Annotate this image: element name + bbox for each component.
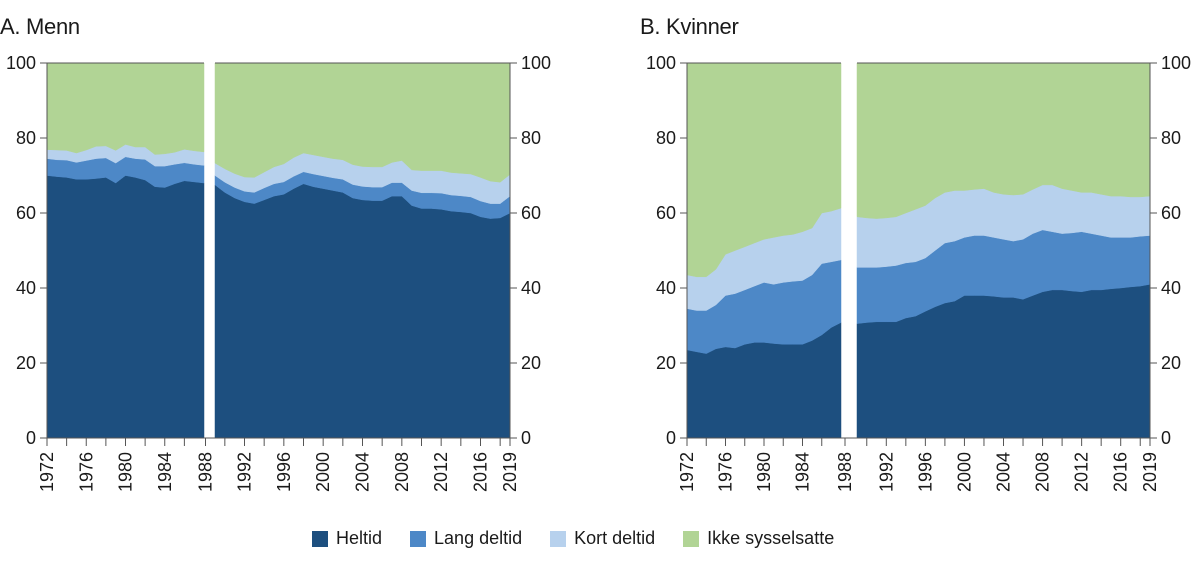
y-tick-label-left: 20 xyxy=(656,353,676,373)
x-tick-label: 2004 xyxy=(353,452,373,492)
y-tick-label-left: 0 xyxy=(666,428,676,448)
y-tick-label-left: 20 xyxy=(16,353,36,373)
y-tick-label-right: 60 xyxy=(1161,203,1181,223)
panel-b: 0 0 20 20 40 40 60 60 80 80 100 100 1972 1976 1980 1984… xyxy=(646,53,1191,492)
x-tick-label: 1988 xyxy=(196,452,216,492)
y-tick-label-right: 20 xyxy=(1161,353,1181,373)
x-tick-label: 2000 xyxy=(954,452,974,492)
x-tick-label: 1980 xyxy=(116,452,136,492)
legend-item-heltid: Heltid xyxy=(312,528,382,549)
legend-swatch-heltid xyxy=(312,530,328,547)
y-tick-label-right: 20 xyxy=(521,353,541,373)
panel-a: 0 0 20 20 40 40 60 60 80 80 100 100 1972 1976 1980 1984… xyxy=(6,53,551,492)
y-tick-label-right: 40 xyxy=(521,278,541,298)
legend-label-kort-deltid: Kort deltid xyxy=(574,528,656,548)
x-tick-label: 1992 xyxy=(876,452,896,492)
y-tick-label-left: 100 xyxy=(646,53,676,73)
x-tick-label: 1996 xyxy=(915,452,935,492)
area-heltid-seg2 xyxy=(214,183,511,439)
y-tick-label-left: 60 xyxy=(16,203,36,223)
y-tick-label-right: 80 xyxy=(521,128,541,148)
x-tick-label: 2008 xyxy=(392,452,412,492)
area-heltid-seg1 xyxy=(46,175,205,439)
x-tick-label: 2000 xyxy=(313,452,333,492)
y-tick-label-left: 80 xyxy=(656,128,676,148)
legend-item-lang-deltid: Lang deltid xyxy=(410,528,522,549)
x-tick-label: 2004 xyxy=(994,452,1014,492)
x-tick-label: 2016 xyxy=(1111,452,1131,492)
legend-label-heltid: Heltid xyxy=(336,528,383,548)
x-tick-label: 1972 xyxy=(37,452,57,492)
panel-a-title: A. Menn xyxy=(0,14,80,39)
legend-label-lang-deltid: Lang deltid xyxy=(434,528,523,548)
y-tick-label-right: 80 xyxy=(1161,128,1181,148)
y-tick-label-right: 0 xyxy=(521,428,531,448)
legend-label-ikke-sysselsatte: Ikke sysselsatte xyxy=(707,528,835,548)
x-tick-label: 2012 xyxy=(1072,452,1092,492)
y-tick-label-left: 100 xyxy=(6,53,36,73)
panel-b-title: B. Kvinner xyxy=(640,14,739,39)
y-tick-label-right: 40 xyxy=(1161,278,1181,298)
x-tick-label: 1992 xyxy=(235,452,255,492)
x-tick-label: 1996 xyxy=(274,452,294,492)
y-tick-label-right: 0 xyxy=(1161,428,1171,448)
x-tick-label: 1976 xyxy=(76,452,96,492)
x-tick-label: 1980 xyxy=(754,452,774,492)
area-ikke-sysselsatte-seg2 xyxy=(214,62,511,183)
x-tick-label: 1984 xyxy=(155,452,175,492)
x-tick-label: 1984 xyxy=(793,452,813,492)
y-tick-label-left: 60 xyxy=(656,203,676,223)
legend-swatch-ikke-sysselsatte xyxy=(683,530,700,547)
legend-swatch-kort-deltid xyxy=(550,530,567,547)
y-tick-label-left: 40 xyxy=(656,278,676,298)
x-tick-label: 2019 xyxy=(500,452,520,492)
y-tick-label-left: 0 xyxy=(26,428,36,448)
x-tick-label: 1972 xyxy=(677,452,697,492)
area-ikke-sysselsatte-seg1 xyxy=(46,62,205,155)
x-tick-label: 2016 xyxy=(471,452,491,492)
x-tick-label: 2019 xyxy=(1140,452,1160,492)
legend: Heltid Lang deltid Kort deltid Ikke syss… xyxy=(312,528,862,549)
x-tick-label: 2008 xyxy=(1033,452,1053,492)
y-tick-label-right: 60 xyxy=(521,203,541,223)
x-tick-label: 2012 xyxy=(431,452,451,492)
legend-swatch-lang-deltid xyxy=(410,530,427,547)
y-tick-label-left: 80 xyxy=(16,128,36,148)
x-tick-label: 1976 xyxy=(716,452,736,492)
y-tick-label-left: 40 xyxy=(16,278,36,298)
y-tick-label-right: 100 xyxy=(521,53,551,73)
legend-item-kort-deltid: Kort deltid xyxy=(550,528,655,549)
y-tick-label-right: 100 xyxy=(1161,53,1191,73)
x-tick-label: 1988 xyxy=(835,452,855,492)
legend-item-ikke-sysselsatte: Ikke sysselsatte xyxy=(683,528,834,549)
